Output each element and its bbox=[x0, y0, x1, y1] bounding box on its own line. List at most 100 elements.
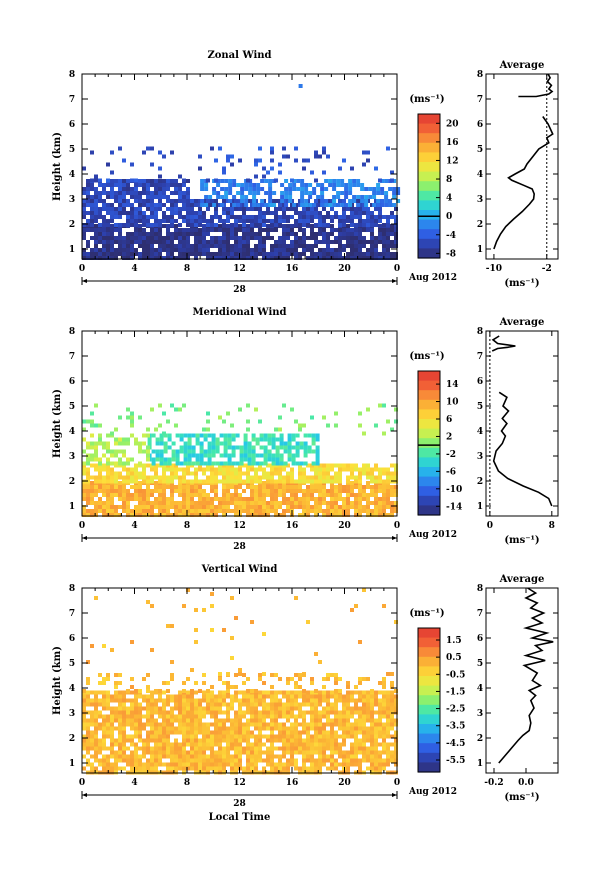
heatmap-cell bbox=[287, 445, 292, 450]
heatmap-cell bbox=[82, 437, 86, 442]
heatmap-cell bbox=[244, 195, 249, 199]
heatmap-cell bbox=[138, 215, 142, 219]
heatmap-cell bbox=[390, 706, 394, 711]
heatmap-cell bbox=[318, 497, 322, 501]
heatmap-cell bbox=[358, 758, 362, 763]
heatmap-cell bbox=[286, 154, 290, 159]
heatmap-cell bbox=[270, 722, 274, 727]
heatmap-cell bbox=[258, 702, 262, 707]
heatmap-cell bbox=[268, 199, 273, 203]
heatmap-cell bbox=[298, 505, 302, 509]
heatmap-cell bbox=[302, 714, 306, 719]
heatmap-cell bbox=[350, 746, 354, 751]
heatmap-cell bbox=[246, 766, 250, 771]
heatmap-cell bbox=[102, 730, 106, 735]
heatmap-cell bbox=[190, 689, 194, 693]
heatmap-cell bbox=[394, 489, 398, 493]
heatmap-cell bbox=[150, 730, 154, 735]
heatmap-cell bbox=[154, 746, 158, 751]
heatmap-cell bbox=[278, 236, 282, 240]
heatmap-cell bbox=[118, 481, 122, 485]
heatmap-cell bbox=[370, 758, 374, 763]
heatmap-cell bbox=[114, 183, 118, 187]
heatmap-cell bbox=[386, 694, 390, 699]
heatmap-cell bbox=[130, 497, 134, 501]
heatmap-cell bbox=[150, 714, 154, 719]
heatmap-cell bbox=[238, 244, 242, 248]
heatmap-cell bbox=[346, 244, 350, 248]
heatmap-cell bbox=[262, 718, 266, 723]
heatmap-cell bbox=[134, 232, 138, 236]
heatmap-cell bbox=[378, 475, 382, 480]
heatmap-cell bbox=[230, 154, 234, 159]
heatmap-cell bbox=[190, 730, 194, 735]
profile-x-tick-label: 8 bbox=[549, 521, 555, 531]
heatmap-cell bbox=[222, 475, 226, 480]
profile-y-tick-label: 7 bbox=[477, 609, 483, 619]
heatmap-cell bbox=[194, 485, 198, 489]
heatmap-cell bbox=[366, 158, 370, 163]
heatmap-cell bbox=[154, 710, 158, 715]
heatmap-cell bbox=[154, 215, 158, 219]
heatmap-cell bbox=[178, 485, 182, 489]
heatmap-cell bbox=[102, 644, 106, 648]
heatmap-cell bbox=[170, 742, 174, 747]
heatmap-cell bbox=[334, 681, 338, 685]
heatmap-cell bbox=[388, 199, 393, 203]
heatmap-cell bbox=[155, 449, 160, 454]
heatmap-cell bbox=[142, 244, 146, 248]
heatmap-cell bbox=[194, 199, 198, 203]
heatmap-cell bbox=[166, 624, 170, 628]
heatmap-cell bbox=[298, 685, 302, 689]
heatmap-cell bbox=[98, 497, 102, 501]
heatmap-cell bbox=[130, 734, 134, 739]
heatmap-cell bbox=[162, 505, 166, 509]
heatmap-cell bbox=[270, 718, 274, 723]
heatmap-cell bbox=[102, 256, 106, 260]
heatmap-cell bbox=[224, 191, 229, 195]
heatmap-cell bbox=[158, 746, 162, 751]
heatmap-cell bbox=[154, 195, 158, 199]
heatmap-cell bbox=[298, 742, 302, 747]
heatmap-cell bbox=[358, 714, 362, 719]
heatmap-cell bbox=[114, 710, 118, 715]
heatmap-cell bbox=[242, 240, 246, 244]
heatmap-cell bbox=[206, 497, 210, 501]
heatmap-cell bbox=[290, 471, 294, 476]
heatmap-cell bbox=[318, 471, 322, 476]
heatmap-cell bbox=[270, 467, 274, 472]
heatmap-cell bbox=[162, 411, 166, 416]
heatmap-cell bbox=[102, 240, 106, 244]
heatmap-cell bbox=[126, 244, 130, 248]
heatmap-cell bbox=[238, 485, 242, 489]
heatmap-cell bbox=[374, 734, 378, 739]
heatmap-cell bbox=[303, 453, 308, 458]
heatmap-cell bbox=[258, 485, 262, 489]
heatmap-cell bbox=[230, 244, 234, 248]
heatmap-cell bbox=[142, 762, 146, 767]
heatmap-cell bbox=[263, 461, 268, 466]
colorbar-unit: (ms⁻¹) bbox=[409, 608, 444, 619]
heatmap-cell bbox=[170, 203, 174, 207]
heatmap-cell bbox=[162, 714, 166, 719]
heatmap-cell bbox=[126, 734, 130, 739]
heatmap-cell bbox=[366, 710, 370, 715]
heatmap-cell bbox=[236, 203, 241, 207]
heatmap-cell bbox=[218, 256, 222, 260]
heatmap-cell bbox=[158, 501, 162, 505]
heatmap-cell bbox=[334, 411, 338, 416]
heatmap-cell bbox=[106, 449, 110, 454]
heatmap-cell bbox=[310, 475, 314, 480]
heatmap-cell bbox=[306, 694, 310, 699]
heatmap-cell bbox=[294, 734, 298, 739]
heatmap-cell bbox=[195, 453, 200, 458]
heatmap-cell bbox=[226, 479, 230, 484]
heatmap-cell bbox=[322, 750, 326, 755]
heatmap-cell bbox=[286, 505, 290, 509]
heatmap-cell bbox=[326, 248, 330, 252]
heatmap-cell bbox=[118, 750, 122, 755]
heatmap-cell bbox=[266, 489, 270, 493]
colorbar-swatch bbox=[418, 762, 440, 773]
heatmap-cell bbox=[278, 207, 282, 211]
heatmap-cell bbox=[102, 714, 106, 719]
